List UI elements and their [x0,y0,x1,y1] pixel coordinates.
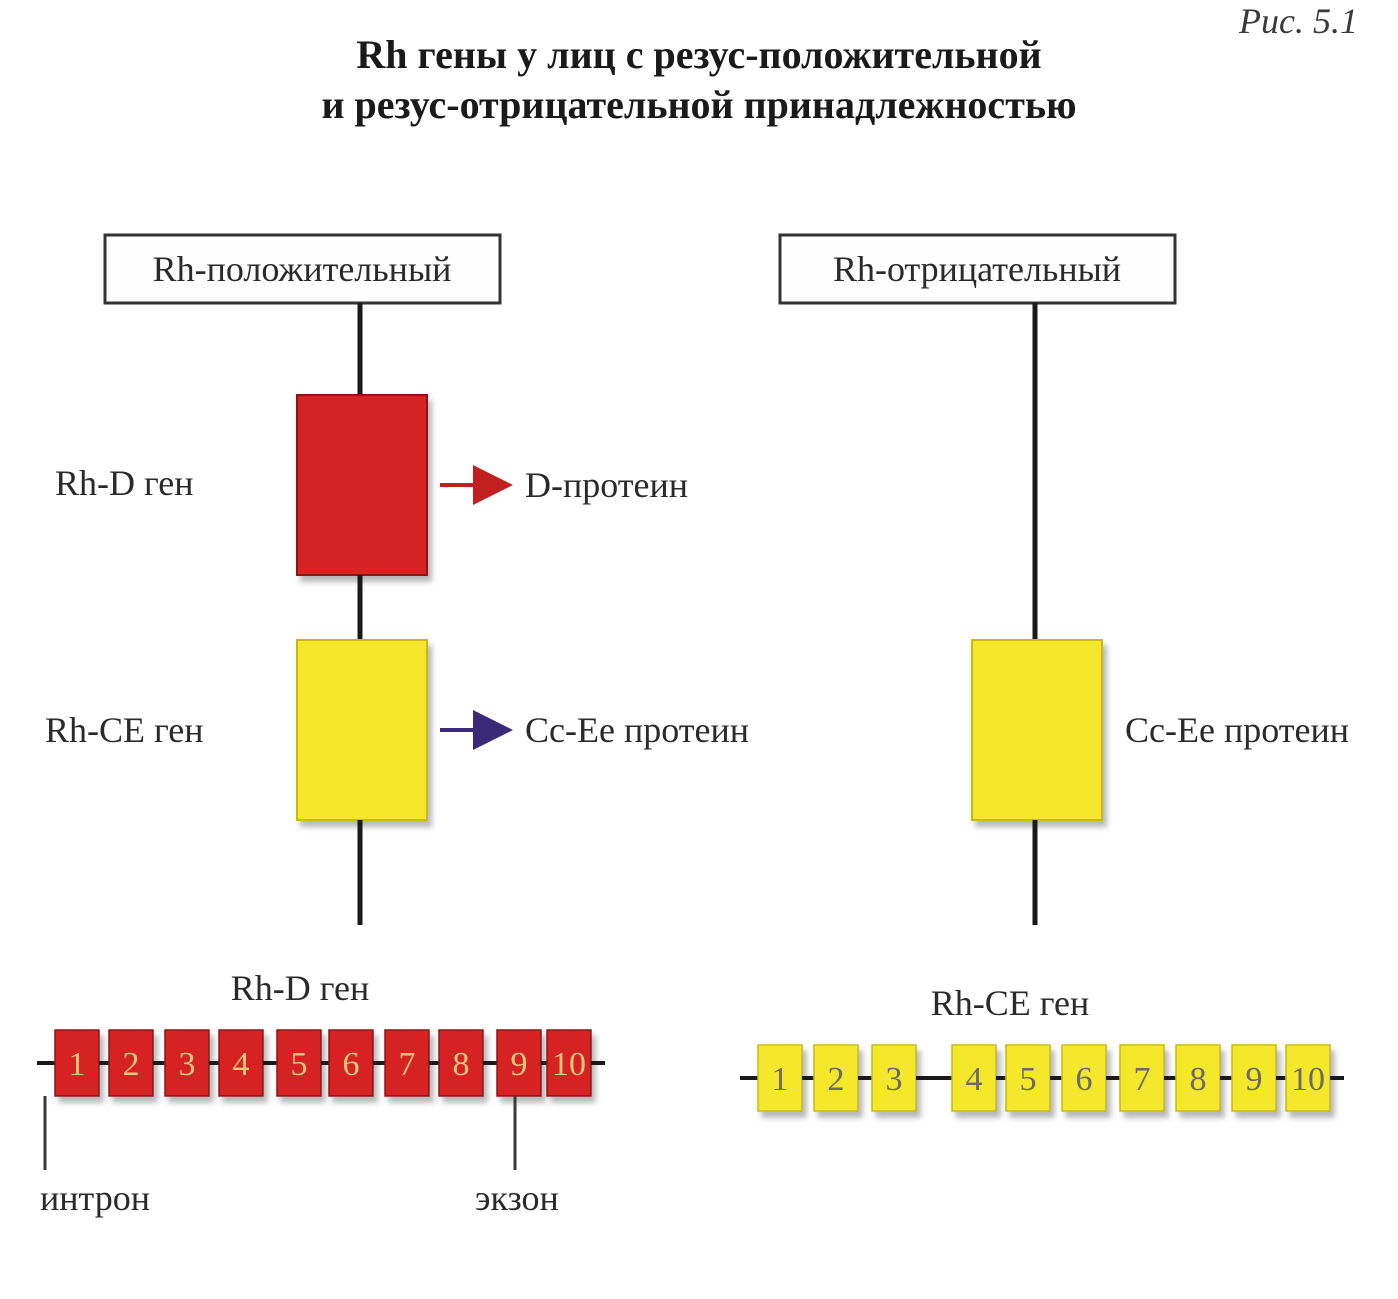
left-column: Rh-положительный Rh-D ген D-протеин Rh-C… [45,235,749,925]
ccee-label-right: Cc-Ee протеин [1125,710,1349,750]
exon-number: 1 [69,1046,86,1083]
exon-number: 6 [343,1046,360,1083]
rhd-gene-box [297,395,427,575]
right-column: Rh-отрицательный Cc-Ee протеин [780,235,1349,925]
exon-number: 5 [291,1046,308,1083]
rhd-gene-label: Rh-D ген [55,463,194,503]
exon-number: 4 [966,1061,983,1098]
right-strip-title: Rh-CE ген [931,983,1090,1023]
right-header-text: Rh-отрицательный [833,249,1121,289]
exon-number: 9 [511,1046,528,1083]
rhce-gene-box-right [972,640,1102,820]
exon-number: 5 [1020,1061,1037,1098]
exon-number: 1 [772,1061,789,1098]
d-protein-label: D-протеин [525,465,688,505]
intron-label: интрон [40,1178,150,1218]
exon-label: экзон [475,1178,559,1218]
exon-number: 7 [399,1046,416,1083]
exon-number: 8 [1190,1061,1207,1098]
right-exon-strip: 1 2 3 45 6 7 8 9 10 [740,1045,1344,1111]
diagram-container: Рис. 5.1 Rh гены у лиц с резус-положител… [0,0,1398,1299]
exon-number: 3 [886,1061,903,1098]
exon-number: 6 [1076,1061,1093,1098]
rhce-gene-label-left: Rh-CE ген [45,710,204,750]
exon-number: 2 [123,1046,140,1083]
left-header-text: Rh-положительный [153,249,452,289]
ccee-label-left: Cc-Ee протеин [525,710,749,750]
exon-number: 3 [179,1046,196,1083]
exon-number: 4 [233,1046,250,1083]
exon-number: 7 [1134,1061,1151,1098]
exon-number: 9 [1246,1061,1263,1098]
left-strip-title: Rh-D ген [231,968,370,1008]
left-exon-strip: 12 34 56 78 9 10 [37,1030,605,1096]
exon-number: 8 [453,1046,470,1083]
exon-number: 10 [1291,1061,1325,1098]
rhce-gene-box-left [297,640,427,820]
exon-number: 10 [552,1046,586,1083]
diagram-svg: Rh-положительный Rh-D ген D-протеин Rh-C… [0,0,1398,1299]
exon-number: 2 [828,1061,845,1098]
